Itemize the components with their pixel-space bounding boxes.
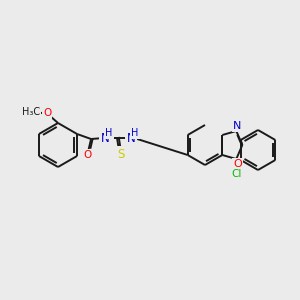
Text: N: N [101, 131, 110, 145]
Text: H: H [105, 128, 113, 138]
Text: Cl: Cl [232, 169, 242, 179]
Text: N: N [127, 131, 135, 145]
Text: S: S [117, 148, 125, 160]
Text: H: H [131, 128, 139, 138]
Text: O: O [233, 159, 242, 169]
Text: N: N [233, 121, 242, 131]
Text: O: O [83, 150, 91, 160]
Text: H₃C: H₃C [22, 107, 40, 117]
Text: O: O [43, 108, 51, 118]
